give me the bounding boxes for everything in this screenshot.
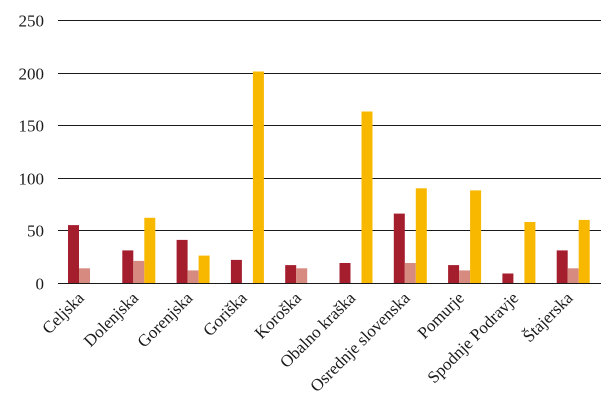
bar-series3 bbox=[144, 217, 156, 283]
x-category-label: Dolenjska bbox=[80, 288, 142, 350]
bar-series2 bbox=[459, 270, 471, 283]
bar-series2 bbox=[567, 268, 579, 283]
y-axis-ticks: 0 50 100 150 200 250 bbox=[19, 12, 45, 294]
bar-series2 bbox=[79, 268, 90, 283]
bar-series1 bbox=[68, 225, 79, 283]
bar-series1 bbox=[230, 259, 242, 283]
gridlines bbox=[58, 20, 601, 284]
bar-series2 bbox=[187, 270, 199, 283]
x-category-label: Osrednje slovenska bbox=[306, 288, 414, 396]
bar-series2 bbox=[404, 263, 416, 283]
bar-series3 bbox=[198, 255, 210, 283]
bar-series1 bbox=[122, 250, 134, 283]
y-tick-label: 50 bbox=[27, 222, 44, 241]
bar-series2 bbox=[133, 260, 145, 283]
x-category-label: Goriška bbox=[199, 288, 251, 340]
y-tick-label: 250 bbox=[19, 12, 45, 31]
x-category-label: Gorenjska bbox=[134, 288, 197, 351]
bar-series3 bbox=[524, 222, 536, 283]
bar-series1 bbox=[285, 265, 297, 283]
bar-series1 bbox=[556, 250, 568, 283]
bar-series3 bbox=[578, 219, 590, 283]
bar-series1 bbox=[393, 213, 405, 283]
x-category-label: Celjska bbox=[38, 288, 88, 338]
bar-series1 bbox=[176, 239, 188, 283]
y-tick-label: 100 bbox=[19, 170, 45, 189]
bar-series3 bbox=[252, 71, 264, 283]
x-category-label: Pomurje bbox=[414, 288, 468, 342]
bar-series2 bbox=[296, 268, 308, 283]
y-tick-label: 200 bbox=[19, 65, 45, 84]
y-tick-label: 150 bbox=[19, 117, 45, 136]
bar-series1 bbox=[448, 265, 460, 283]
bar-series3 bbox=[415, 188, 427, 283]
bar-series1 bbox=[339, 263, 351, 283]
bar-series3 bbox=[470, 190, 482, 283]
bar-series3 bbox=[361, 111, 373, 283]
bars bbox=[68, 71, 590, 283]
bar-series1 bbox=[502, 273, 514, 283]
x-category-label: Koroška bbox=[251, 288, 305, 342]
y-tick-label: 0 bbox=[36, 275, 45, 294]
x-category-label: Štajerska bbox=[519, 288, 577, 346]
